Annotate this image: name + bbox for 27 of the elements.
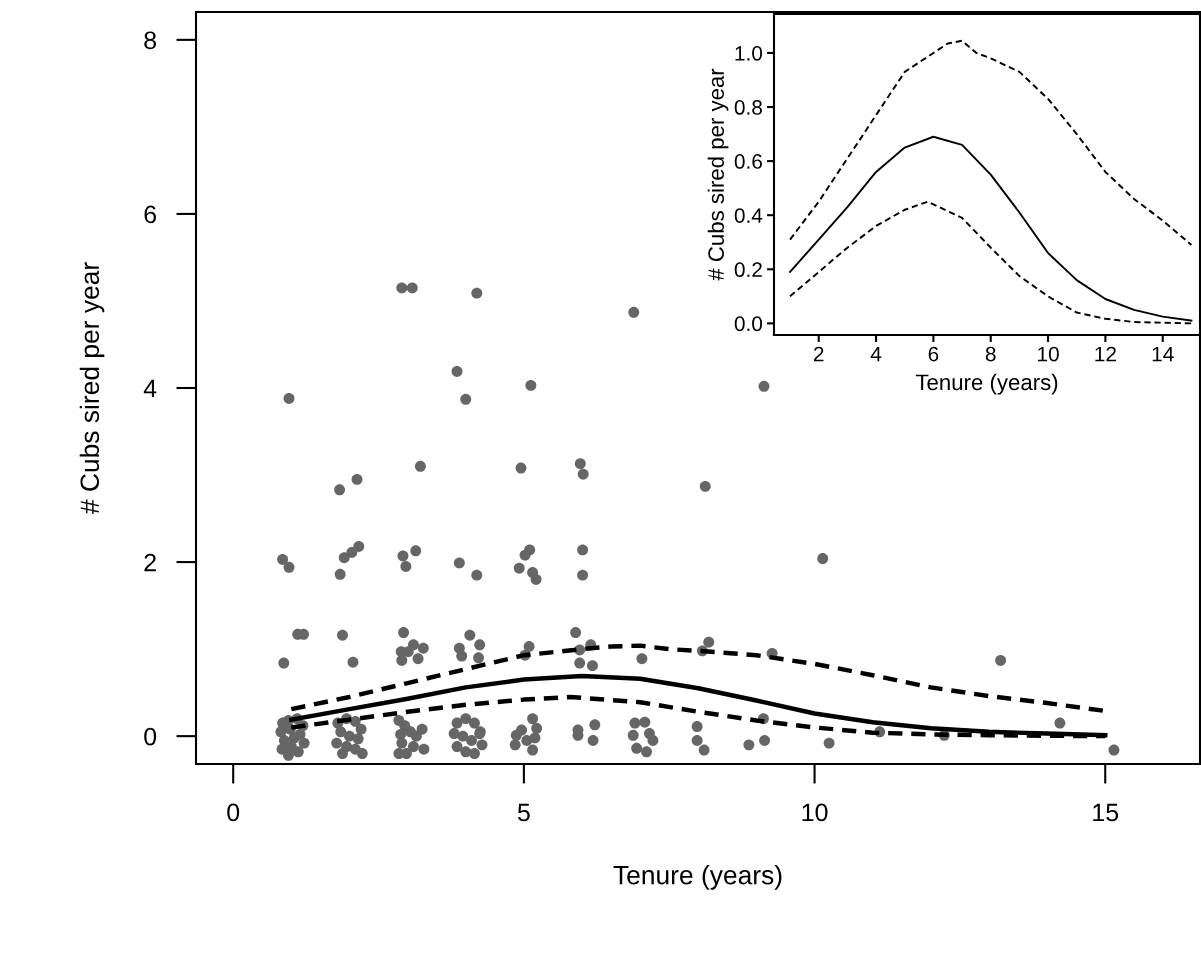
x-axis-title: Tenure (years) xyxy=(915,373,1058,395)
y-tick-label: 0.6 xyxy=(734,154,762,169)
x-tick-label: 15 xyxy=(1093,803,1119,822)
y-tick-label: 0.8 xyxy=(734,100,762,115)
x-tick-label: 2 xyxy=(813,346,824,362)
y-tick-label: 0.4 xyxy=(734,208,763,223)
x-tick-label: 5 xyxy=(517,803,530,822)
y-tick-label: 4 xyxy=(143,379,157,398)
y-tick-label: 8 xyxy=(144,31,157,50)
y-tick-label: 1.0 xyxy=(735,45,763,61)
y-tick-label: 0.2 xyxy=(734,262,762,278)
x-tick-label: 4 xyxy=(870,346,882,362)
x-tick-label: 8 xyxy=(985,346,996,362)
x-tick-label: 14 xyxy=(1152,346,1174,362)
x-tick-label: 12 xyxy=(1095,346,1116,362)
x-tick-label: 6 xyxy=(928,346,939,362)
x-tick-label: 10 xyxy=(1038,346,1059,362)
x-axis-title: Tenure (years) xyxy=(613,865,782,890)
y-tick-label: 6 xyxy=(144,205,157,224)
x-tick-label: 10 xyxy=(802,803,828,822)
y-axis-title: # Cubs sired per year xyxy=(707,68,729,281)
y-tick-label: 0 xyxy=(144,727,157,746)
line-series xyxy=(789,39,1193,246)
y-tick-label: 0.0 xyxy=(734,316,763,332)
x-tick-label: 0 xyxy=(227,803,240,822)
y-axis-title: # Cubs sired per year xyxy=(79,262,105,515)
y-tick-label: 2 xyxy=(144,553,156,572)
